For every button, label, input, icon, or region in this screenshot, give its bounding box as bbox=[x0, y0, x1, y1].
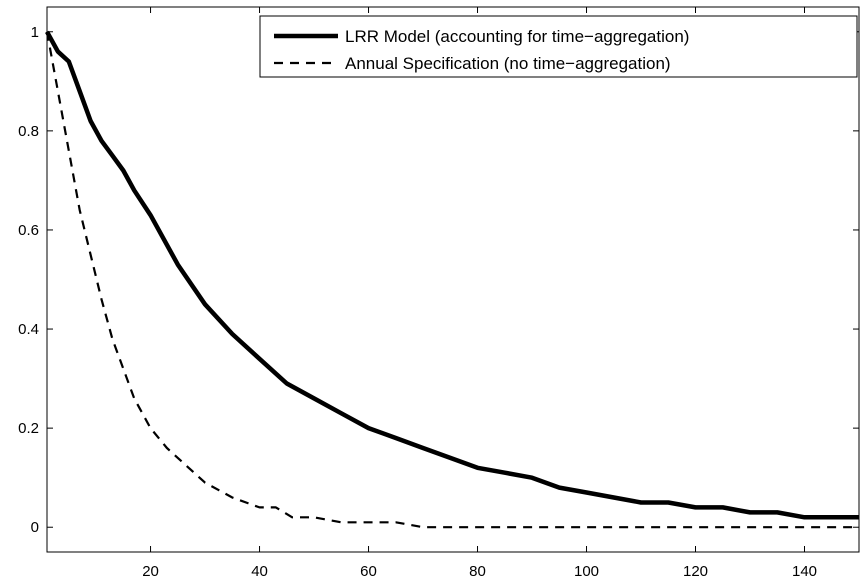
x-tick-label: 20 bbox=[142, 563, 159, 580]
x-tick-label: 140 bbox=[792, 563, 817, 580]
x-tick-label: 80 bbox=[469, 563, 486, 580]
x-tick-label: 40 bbox=[251, 563, 268, 580]
x-axis-ticks: 20 40 60 80 100 120 140 bbox=[142, 7, 817, 580]
legend-box bbox=[259, 15, 858, 78]
plot-frame bbox=[46, 6, 860, 553]
y-tick-label: 0.8 bbox=[18, 123, 39, 140]
legend: LRR Model (accounting for time−aggregati… bbox=[259, 15, 858, 78]
x-tick-label: 100 bbox=[574, 563, 599, 580]
legend-label-annual: Annual Specification (no time−aggregatio… bbox=[345, 54, 671, 73]
y-tick-label: 0.4 bbox=[18, 321, 39, 338]
series-line-lrr-model bbox=[45, 30, 859, 520]
series-line-annual-specification bbox=[45, 31, 859, 529]
y-axis-ticks: 0 0.2 0.4 0.6 0.8 1 bbox=[18, 24, 859, 536]
y-tick-label: 1 bbox=[31, 24, 39, 41]
x-tick-label: 60 bbox=[360, 563, 377, 580]
y-tick-label: 0.6 bbox=[18, 222, 39, 239]
legend-label-lrr: LRR Model (accounting for time−aggregati… bbox=[345, 27, 689, 46]
y-tick-label: 0.2 bbox=[18, 420, 39, 437]
y-tick-label: 0 bbox=[31, 519, 39, 536]
x-tick-label: 120 bbox=[683, 563, 708, 580]
series-lines bbox=[45, 30, 859, 529]
